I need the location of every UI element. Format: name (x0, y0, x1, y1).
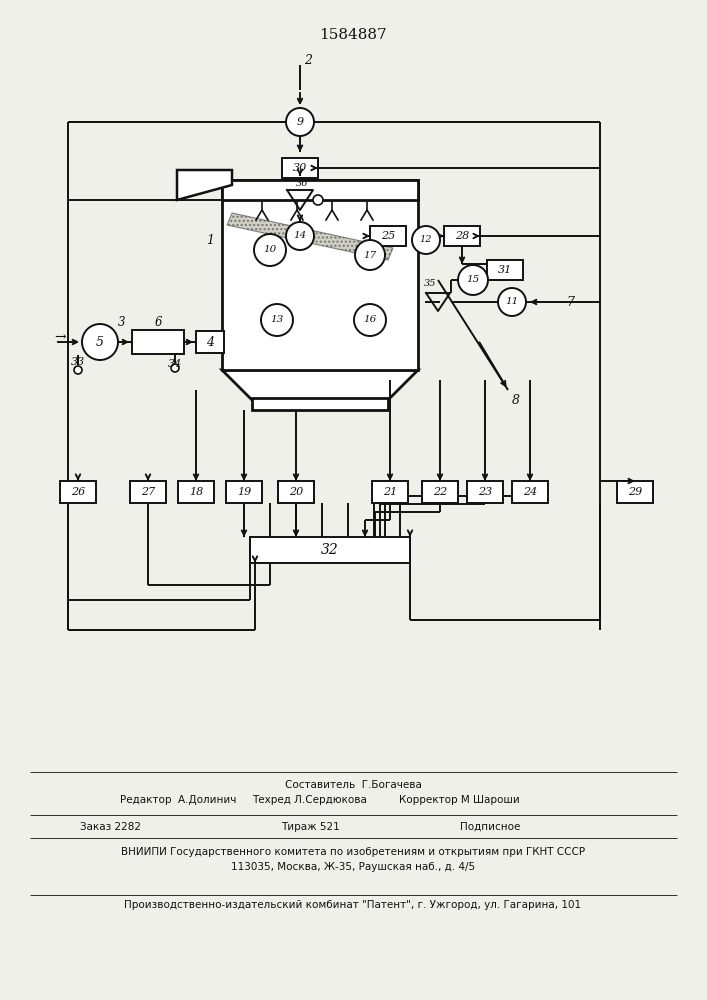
Circle shape (498, 288, 526, 316)
Circle shape (458, 265, 488, 295)
Text: Редактор  А.Долинич: Редактор А.Долинич (120, 795, 236, 805)
Circle shape (254, 234, 286, 266)
Circle shape (286, 222, 314, 250)
Text: Составитель  Г.Богачева: Составитель Г.Богачева (284, 780, 421, 790)
Text: 13: 13 (270, 316, 284, 324)
Text: 30: 30 (293, 163, 307, 173)
Text: 34: 34 (168, 359, 182, 369)
Polygon shape (222, 370, 418, 400)
Text: 113035, Москва, Ж-35, Раушская наб., д. 4/5: 113035, Москва, Ж-35, Раушская наб., д. … (231, 862, 475, 872)
Circle shape (355, 240, 385, 270)
Text: 29: 29 (628, 487, 642, 497)
Text: Корректор М Шароши: Корректор М Шароши (399, 795, 520, 805)
Polygon shape (177, 170, 232, 200)
Bar (222, 180, 418, 200)
Bar (617, 481, 653, 503)
Bar (132, 330, 184, 354)
Text: 35: 35 (423, 279, 436, 288)
Text: 19: 19 (237, 487, 251, 497)
Text: 1: 1 (206, 233, 214, 246)
Circle shape (261, 304, 293, 336)
Bar (250, 537, 410, 563)
Text: 8: 8 (512, 393, 520, 406)
Bar (370, 226, 406, 246)
Bar (372, 481, 408, 503)
Text: 28: 28 (455, 231, 469, 241)
Text: 17: 17 (363, 250, 377, 259)
Polygon shape (227, 213, 393, 260)
Text: 36: 36 (296, 178, 308, 188)
Bar (252, 398, 388, 410)
Text: 10: 10 (264, 245, 276, 254)
Text: 22: 22 (433, 487, 447, 497)
Text: 27: 27 (141, 487, 155, 497)
Circle shape (354, 304, 386, 336)
Text: 26: 26 (71, 487, 85, 497)
Bar (222, 180, 418, 370)
Circle shape (74, 366, 82, 374)
Circle shape (171, 364, 179, 372)
Text: 2: 2 (304, 53, 312, 66)
Text: 6: 6 (154, 316, 162, 328)
Bar (512, 481, 548, 503)
Bar (130, 481, 166, 503)
Text: 16: 16 (363, 316, 377, 324)
Text: 24: 24 (523, 487, 537, 497)
Text: 21: 21 (383, 487, 397, 497)
Text: 3: 3 (118, 316, 126, 328)
Circle shape (82, 324, 118, 360)
Text: 4: 4 (206, 336, 214, 349)
Bar (444, 226, 480, 246)
Text: Техред Л.Сердюкова: Техред Л.Сердюкова (252, 795, 368, 805)
Text: 15: 15 (467, 275, 479, 284)
Bar (278, 481, 314, 503)
Text: 31: 31 (498, 265, 512, 275)
Text: 11: 11 (506, 298, 519, 306)
Bar (282, 158, 318, 178)
Text: 20: 20 (289, 487, 303, 497)
Text: Заказ 2282: Заказ 2282 (80, 822, 141, 832)
Text: Подписное: Подписное (460, 822, 520, 832)
Bar (487, 260, 523, 280)
Bar (196, 331, 224, 353)
Bar (467, 481, 503, 503)
Text: 18: 18 (189, 487, 203, 497)
Text: Производственно-издательский комбинат "Патент", г. Ужгород, ул. Гагарина, 101: Производственно-издательский комбинат "П… (124, 900, 582, 910)
Text: 5: 5 (96, 336, 104, 349)
Text: 23: 23 (478, 487, 492, 497)
Text: Тираж 521: Тираж 521 (281, 822, 339, 832)
Bar (226, 481, 262, 503)
Text: 9: 9 (296, 117, 303, 127)
Text: 32: 32 (321, 543, 339, 557)
Bar (422, 481, 458, 503)
Text: ВНИИПИ Государственного комитета по изобретениям и открытиям при ГКНТ СССР: ВНИИПИ Государственного комитета по изоб… (121, 847, 585, 857)
Circle shape (313, 195, 323, 205)
Text: 14: 14 (293, 232, 307, 240)
Bar (60, 481, 96, 503)
Text: 12: 12 (420, 235, 432, 244)
Circle shape (286, 108, 314, 136)
Text: 1584887: 1584887 (319, 28, 387, 42)
Circle shape (412, 226, 440, 254)
Text: →: → (54, 330, 66, 344)
Text: 25: 25 (381, 231, 395, 241)
Text: 7: 7 (566, 296, 574, 308)
Bar (178, 481, 214, 503)
Text: 33: 33 (71, 357, 85, 367)
